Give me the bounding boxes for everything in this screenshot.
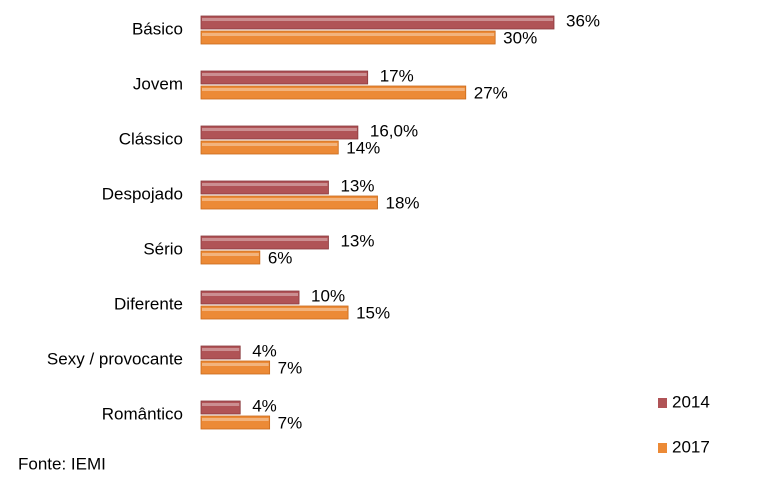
- value-label: 7%: [278, 358, 303, 377]
- bar: [200, 345, 241, 360]
- value-label: 30%: [503, 28, 537, 47]
- value-label: 14%: [346, 138, 380, 157]
- bar-highlight: [202, 238, 328, 241]
- bar: [200, 195, 378, 210]
- value-label: 4%: [252, 341, 277, 360]
- value-label: 13%: [340, 176, 374, 195]
- value-label: 18%: [386, 193, 420, 212]
- bar-highlight: [202, 418, 269, 421]
- value-label: 10%: [311, 286, 345, 305]
- bar: [200, 305, 349, 320]
- bar-highlight: [202, 293, 299, 296]
- category-label: Diferente: [114, 294, 183, 313]
- value-label: 15%: [356, 303, 390, 322]
- bar-highlight: [202, 33, 495, 36]
- bar-highlight: [202, 363, 269, 366]
- bar: [200, 415, 271, 430]
- value-label: 7%: [278, 413, 303, 432]
- bar: [200, 85, 467, 100]
- bar-highlight: [202, 128, 357, 131]
- bar-highlight: [202, 143, 338, 146]
- bar: [200, 125, 359, 140]
- bar-highlight: [202, 183, 328, 186]
- bar: [200, 235, 329, 250]
- bar: [200, 250, 261, 265]
- category-label: Sexy / provocante: [47, 349, 183, 368]
- bar-highlight: [202, 348, 240, 351]
- bar-highlight: [202, 308, 348, 311]
- category-label: Jovem: [133, 74, 183, 93]
- bar: [200, 140, 339, 155]
- category-label: Sério: [143, 239, 183, 258]
- bar-highlight: [202, 253, 259, 256]
- legend-label: 2014: [672, 392, 710, 411]
- source: Fonte: IEMI: [18, 454, 106, 473]
- category-label: Básico: [132, 19, 183, 38]
- value-label: 16,0%: [370, 121, 418, 140]
- bar-highlight: [202, 403, 240, 406]
- bar: [200, 30, 496, 45]
- category-label: Clássico: [119, 129, 183, 148]
- legend-label: 2017: [672, 437, 710, 456]
- category-label: Despojado: [102, 184, 183, 203]
- bar-highlight: [202, 73, 367, 76]
- bar: [200, 180, 329, 195]
- value-label: 27%: [474, 83, 508, 102]
- bar-highlight: [202, 18, 553, 21]
- category-label: Romântico: [102, 404, 183, 423]
- legend-swatch: [658, 443, 667, 453]
- bar: [200, 400, 241, 415]
- bar: [200, 15, 555, 30]
- legend-swatch: [658, 398, 667, 408]
- value-label: 4%: [252, 396, 277, 415]
- bar: [200, 70, 369, 85]
- value-label: 36%: [566, 11, 600, 30]
- bar: [200, 290, 300, 305]
- bar-highlight: [202, 198, 377, 201]
- bar-highlight: [202, 88, 465, 91]
- value-label: 13%: [340, 231, 374, 250]
- value-label: 17%: [380, 66, 414, 85]
- bar: [200, 360, 271, 375]
- value-label: 6%: [268, 248, 293, 267]
